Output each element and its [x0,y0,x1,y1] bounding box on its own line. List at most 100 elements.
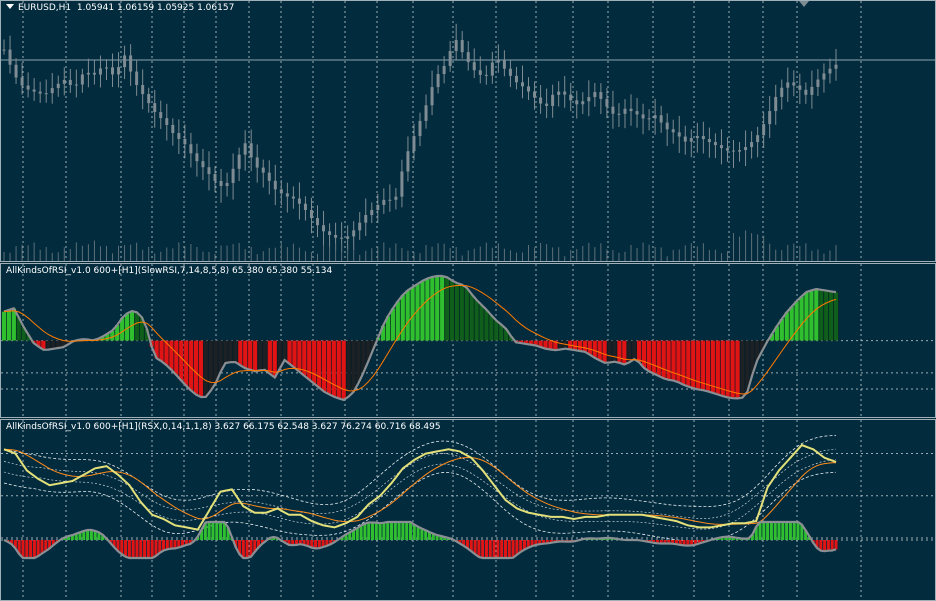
symbol-name: EURUSD,H1 [18,3,72,13]
candle-body [732,150,736,152]
rsx-momentum-bar [473,540,477,555]
rsx-momentum-bar [538,540,542,545]
rsx-momentum-bar [177,540,181,548]
candle-body [141,84,145,95]
candle-body [508,68,512,76]
rsx-momentum-bar [427,532,431,540]
rsx-momentum-bar [154,540,158,556]
rsx-momentum-bar [287,540,291,545]
rsx-momentum-bar [116,540,120,552]
candle-body [514,75,518,83]
candle-body [189,144,193,154]
candle-body [80,74,84,85]
candle-body [291,196,295,199]
rsx-indicator-pane[interactable]: AllKindsOfRSI_v1.0 600+[H1](RSX,0,14,1,1… [0,419,936,601]
rsx-momentum-bar [184,540,188,545]
slowrsi-hist-bar [735,340,740,399]
candle-body [285,193,289,197]
candle-body [798,85,802,90]
slowrsi-hist-bar [282,340,288,361]
slowrsi-hist-bar [252,340,258,372]
slowrsi-hist-bar [336,340,342,399]
candle-body [111,67,115,75]
rsx-momentum-bar [720,537,724,540]
dropdown-triangle-icon[interactable] [6,4,14,9]
rsx-momentum-bar [693,540,697,545]
rsx-momentum-bar [519,540,523,552]
slowrsi-hist-bar [45,340,51,350]
slowrsi-hist-bar [420,280,425,341]
candle-body [436,74,440,88]
candle-body [322,225,326,232]
slowrsi-hist-bar [651,340,657,374]
rsx-momentum-bar [819,540,823,551]
slowrsi-hist-bar [449,280,455,341]
candle-body [26,85,30,90]
chart-shift-marker-icon[interactable] [799,1,809,7]
candle-body [424,105,428,121]
rsx-momentum-bar [260,540,264,544]
price-chart-pane[interactable]: EURUSD,H1 1.05941 1.06159 1.05925 1.0615… [0,0,936,262]
rsx-momentum-bar [112,540,116,548]
rsx-momentum-bar [89,529,93,540]
rsx-momentum-bar [834,540,838,550]
slowrsi-hist-bar [690,340,696,389]
rsx-momentum-bar [788,522,792,540]
rsx-momentum-bar [306,540,310,547]
rsx-momentum-bar [758,522,762,540]
slowrsi-hist-bar [247,340,253,371]
candle-body [762,124,766,136]
candle-body [834,64,838,69]
rsx-momentum-bar [40,540,44,554]
rsx-momentum-bar [238,540,242,555]
candle-body [520,82,524,87]
ohlc-values: 1.05941 1.06159 1.05925 1.06157 [76,3,235,13]
rsx-momentum-bar [226,527,230,540]
slowrsi-hist-bar [646,340,652,372]
rsx-band-mid-upper [3,448,837,519]
candle-body [412,136,416,152]
candle-body [707,139,711,143]
slowrsi-hist-bar [720,340,726,397]
candle-body [810,86,814,95]
candle-body [177,133,181,139]
slowrsi-hist-bar [134,312,140,341]
slowrsi-hist-bar [1,311,7,341]
rsx-momentum-bar [363,523,367,540]
rsx-momentum-bar [344,534,348,540]
candle-body [647,118,651,120]
rsx-momentum-bar [667,540,671,544]
rsx-momentum-bar [139,540,143,558]
candle-body [454,40,458,52]
rsx-momentum-bar [826,540,830,551]
rsx-momentum-bar [769,522,773,540]
rsx-momentum-bar [124,540,128,557]
candle-body [653,115,657,119]
rsx-momentum-bar [728,536,732,540]
slowrsi-hist-bar [469,293,475,341]
rsx-momentum-line [3,520,837,560]
rsx-momentum-bar [135,540,139,558]
candle-body [725,148,729,151]
slowrsi-indicator-pane[interactable]: AllKindsOfRSI_v1.0 600+[H1](SlowRSI,7,14… [0,263,936,418]
slowrsi-hist-bar [242,340,248,369]
rsx-momentum-bar [317,540,321,549]
rsx-momentum-bar [367,522,371,540]
candle-body [352,230,356,237]
candle-body [334,234,338,238]
rsx-momentum-bar [32,540,36,558]
rsx-band-mid-lower [3,459,837,530]
candle-body [62,79,66,84]
slowrsi-hist-bar [828,291,834,341]
rsx-momentum-bar [78,532,82,540]
slowrsi-hist-bar [602,340,608,363]
slowrsi-hist-bar [178,340,184,381]
slowrsi-hist-bar [715,340,721,395]
symbol-label[interactable]: EURUSD,H1 1.05941 1.06159 1.05925 1.0615… [6,3,234,13]
slowrsi-hist-bar [671,340,676,381]
rsx-momentum-bar [51,540,55,546]
slowrsi-hist-bar [557,340,563,350]
slowrsi-hist-bar [641,340,647,369]
candle-body [786,82,790,88]
